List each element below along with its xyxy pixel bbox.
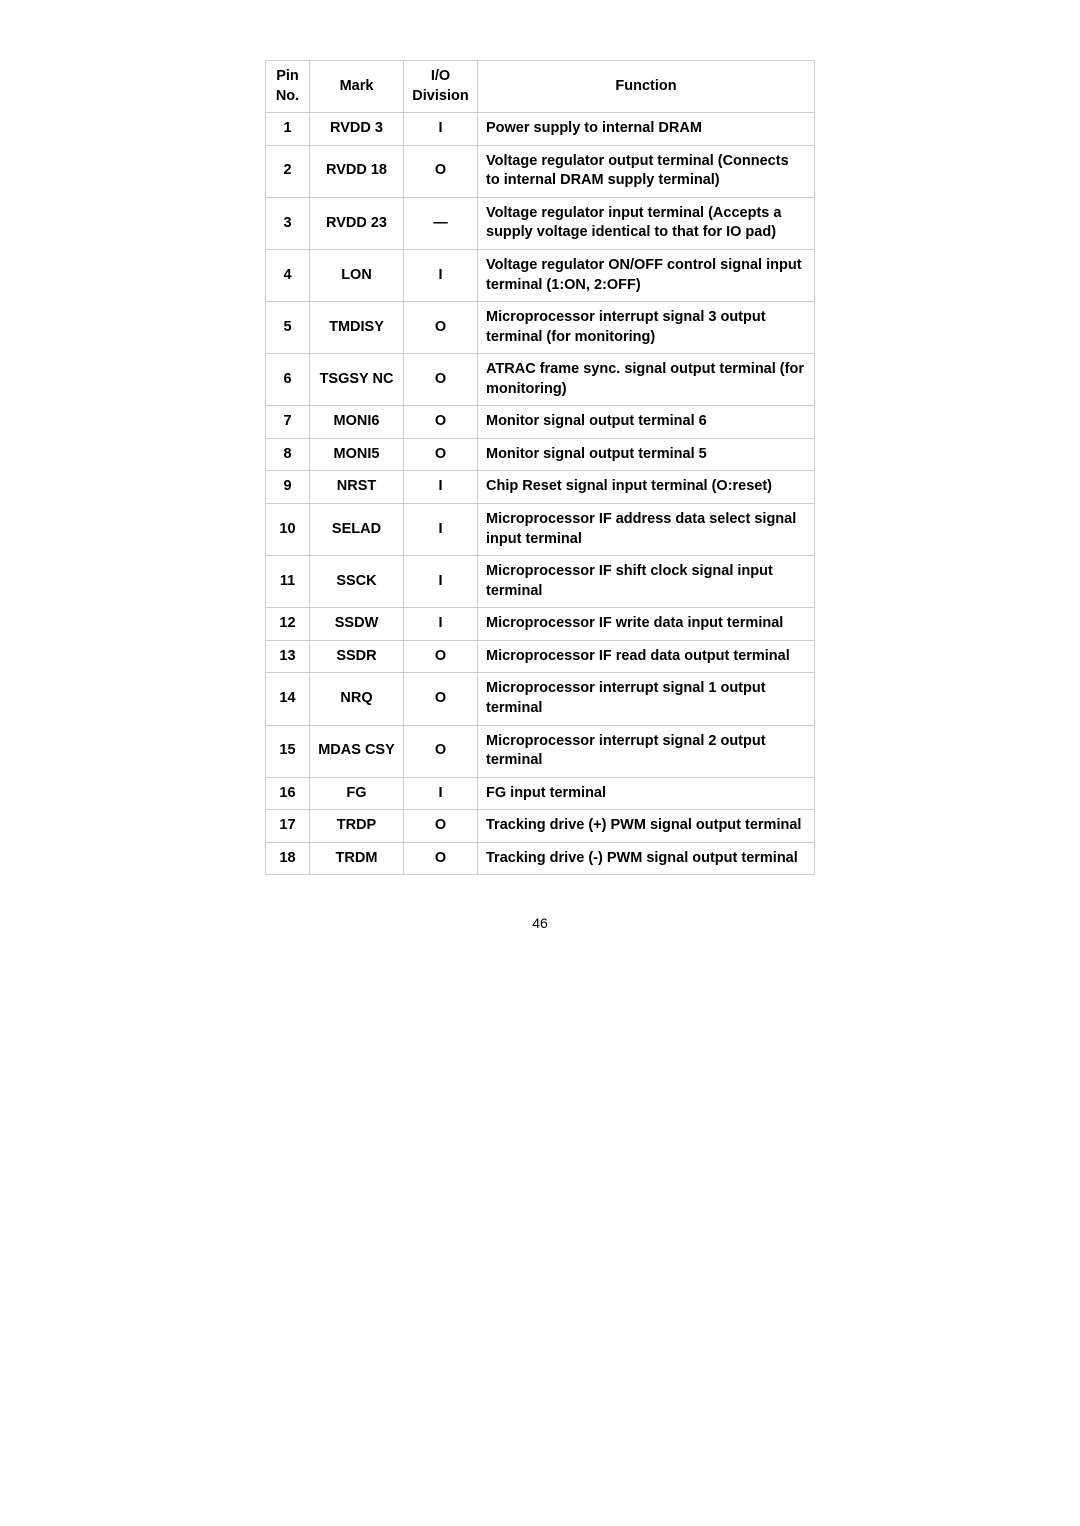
cell-mark: SELAD [310,504,404,556]
cell-io: O [404,640,478,673]
cell-io: O [404,725,478,777]
cell-mark: TRDP [310,810,404,843]
cell-func: ATRAC frame sync. signal output terminal… [478,354,815,406]
cell-io: I [404,471,478,504]
cell-pin: 17 [266,810,310,843]
table-row: 11SSCKIMicroprocessor IF shift clock sig… [266,556,815,608]
table-row: 14NRQOMicroprocessor interrupt signal 1 … [266,673,815,725]
table-row: 6TSGSY NCOATRAC frame sync. signal outpu… [266,354,815,406]
page-number: 46 [265,915,815,931]
cell-pin: 18 [266,842,310,875]
header-mark: Mark [310,61,404,113]
cell-func: Power supply to internal DRAM [478,113,815,146]
cell-mark: NRQ [310,673,404,725]
cell-func: Voltage regulator input terminal (Accept… [478,197,815,249]
cell-pin: 4 [266,249,310,301]
cell-pin: 5 [266,302,310,354]
cell-io: O [404,842,478,875]
cell-io: I [404,504,478,556]
cell-func: Chip Reset signal input terminal (O:rese… [478,471,815,504]
cell-io: O [404,438,478,471]
table-row: 10SELADIMicroprocessor IF address data s… [266,504,815,556]
cell-func: Microprocessor IF address data select si… [478,504,815,556]
cell-io: O [404,302,478,354]
table-row: 16FGIFG input terminal [266,777,815,810]
cell-pin: 6 [266,354,310,406]
cell-pin: 14 [266,673,310,725]
table-row: 18TRDMOTracking drive (-) PWM signal out… [266,842,815,875]
cell-func: Microprocessor interrupt signal 2 output… [478,725,815,777]
cell-func: Voltage regulator output terminal (Conne… [478,145,815,197]
table-body: 1RVDD 3IPower supply to internal DRAM 2R… [266,113,815,875]
cell-pin: 13 [266,640,310,673]
cell-mark: SSDR [310,640,404,673]
cell-func: Microprocessor interrupt signal 1 output… [478,673,815,725]
cell-pin: 15 [266,725,310,777]
cell-func: Voltage regulator ON/OFF control signal … [478,249,815,301]
table-row: 1RVDD 3IPower supply to internal DRAM [266,113,815,146]
cell-mark: FG [310,777,404,810]
cell-pin: 11 [266,556,310,608]
cell-io: — [404,197,478,249]
cell-func: Monitor signal output terminal 5 [478,438,815,471]
cell-mark: MONI6 [310,406,404,439]
cell-mark: TRDM [310,842,404,875]
cell-pin: 3 [266,197,310,249]
cell-func: Tracking drive (+) PWM signal output ter… [478,810,815,843]
cell-io: I [404,608,478,641]
cell-io: O [404,673,478,725]
cell-func: Microprocessor IF write data input termi… [478,608,815,641]
cell-io: I [404,777,478,810]
cell-io: O [404,145,478,197]
cell-pin: 10 [266,504,310,556]
cell-func: Monitor signal output terminal 6 [478,406,815,439]
cell-io: I [404,249,478,301]
table-row: 9NRSTIChip Reset signal input terminal (… [266,471,815,504]
cell-func: Microprocessor IF read data output termi… [478,640,815,673]
pin-function-table: Pin No. Mark I/O Division Function 1RVDD… [265,60,815,875]
cell-mark: RVDD 18 [310,145,404,197]
cell-mark: RVDD 3 [310,113,404,146]
cell-mark: SSDW [310,608,404,641]
cell-pin: 2 [266,145,310,197]
table-row: 17TRDPOTracking drive (+) PWM signal out… [266,810,815,843]
cell-mark: TSGSY NC [310,354,404,406]
table-row: 4LONIVoltage regulator ON/OFF control si… [266,249,815,301]
cell-mark: LON [310,249,404,301]
cell-func: Tracking drive (-) PWM signal output ter… [478,842,815,875]
cell-mark: RVDD 23 [310,197,404,249]
cell-func: Microprocessor IF shift clock signal inp… [478,556,815,608]
cell-mark: MONI5 [310,438,404,471]
cell-io: O [404,406,478,439]
table-row: 12SSDWIMicroprocessor IF write data inpu… [266,608,815,641]
cell-io: I [404,556,478,608]
table-row: 7MONI6OMonitor signal output terminal 6 [266,406,815,439]
cell-pin: 1 [266,113,310,146]
cell-mark: NRST [310,471,404,504]
cell-io: O [404,810,478,843]
table-row: 8MONI5OMonitor signal output terminal 5 [266,438,815,471]
table-row: 2RVDD 18OVoltage regulator output termin… [266,145,815,197]
cell-pin: 16 [266,777,310,810]
cell-pin: 8 [266,438,310,471]
cell-mark: TMDISY [310,302,404,354]
cell-func: FG input terminal [478,777,815,810]
cell-pin: 9 [266,471,310,504]
table-row: 15MDAS CSYOMicroprocessor interrupt sign… [266,725,815,777]
cell-mark: MDAS CSY [310,725,404,777]
table-header-row: Pin No. Mark I/O Division Function [266,61,815,113]
header-io: I/O Division [404,61,478,113]
cell-io: I [404,113,478,146]
cell-pin: 12 [266,608,310,641]
cell-func: Microprocessor interrupt signal 3 output… [478,302,815,354]
header-func: Function [478,61,815,113]
table-row: 5TMDISYOMicroprocessor interrupt signal … [266,302,815,354]
header-pin: Pin No. [266,61,310,113]
cell-pin: 7 [266,406,310,439]
cell-io: O [404,354,478,406]
table-row: 3RVDD 23—Voltage regulator input termina… [266,197,815,249]
cell-mark: SSCK [310,556,404,608]
table-row: 13SSDROMicroprocessor IF read data outpu… [266,640,815,673]
